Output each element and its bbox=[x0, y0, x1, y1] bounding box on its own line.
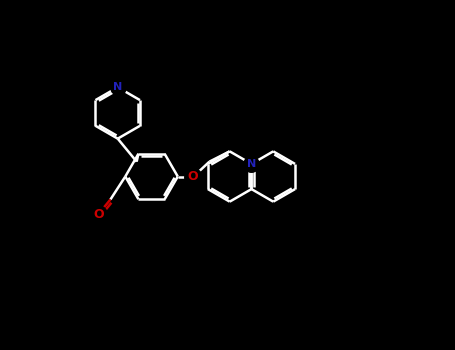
Text: O: O bbox=[187, 170, 198, 183]
Text: N: N bbox=[247, 159, 256, 169]
Text: O: O bbox=[93, 208, 104, 221]
Text: N: N bbox=[113, 82, 122, 92]
